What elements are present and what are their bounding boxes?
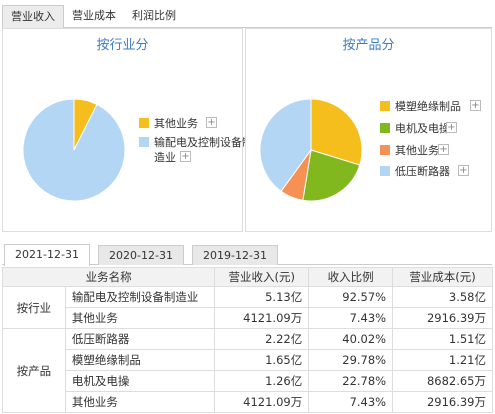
row-revenue: 4121.09万 bbox=[214, 391, 310, 413]
row-name: 电机及电操 bbox=[64, 370, 216, 392]
table-header-row: 业务名称 营业收入(元) 收入比例 营业成本(元) bbox=[1, 267, 493, 287]
row-cost: 8682.65万 bbox=[392, 370, 493, 392]
legend-swatch-other-product bbox=[380, 145, 390, 155]
product-pie-slice-1[interactable] bbox=[302, 149, 361, 202]
row-ratio: 7.43% bbox=[308, 391, 394, 413]
product-pie-chart bbox=[259, 98, 363, 202]
row-ratio: 92.57% bbox=[308, 286, 394, 308]
row-cost: 1.51亿 bbox=[392, 328, 493, 350]
legend-label-power-equipment-line2: 造业 bbox=[154, 151, 176, 164]
legend-swatch-molded bbox=[380, 101, 390, 111]
tab-date-2019[interactable]: 2019-12-31 bbox=[192, 245, 278, 265]
row-name: 输配电及控制设备制造业 bbox=[64, 286, 216, 308]
product-panel: 按产品分 模塑绝缘制品 + 电机及电操 + 其他业务 + 低压断路器 + bbox=[245, 28, 492, 232]
row-cost: 2916.39万 bbox=[392, 391, 493, 413]
legend-label-power-equipment-line1: 输配电及控制设备制 bbox=[154, 136, 253, 149]
top-tab-bar: 营业收入 营业成本 利润比例 bbox=[2, 5, 492, 28]
row-name: 低压断路器 bbox=[64, 328, 216, 350]
legend-add-other-button[interactable]: + bbox=[206, 117, 217, 128]
industry-panel: 按行业分 其他业务 + 输配电及控制设备制 造业 + bbox=[2, 28, 253, 232]
product-pie-slice-3[interactable] bbox=[259, 98, 312, 192]
industry-pie-slice-1[interactable] bbox=[22, 98, 126, 202]
row-name: 模塑绝缘制品 bbox=[64, 349, 216, 371]
tab-cost[interactable]: 营业成本 bbox=[72, 9, 116, 22]
table-row: 按产品 低压断路器 2.22亿 40.02% 1.51亿 bbox=[2, 328, 493, 413]
group-label-product: 按产品 bbox=[2, 328, 66, 413]
row-ratio: 7.43% bbox=[308, 307, 394, 329]
table-row: 电机及电操 1.26亿 22.78% 8682.65万 bbox=[3, 370, 493, 392]
legend-label-other: 其他业务 bbox=[154, 117, 198, 130]
industry-pie-chart bbox=[22, 98, 126, 202]
row-revenue: 5.13亿 bbox=[214, 286, 310, 308]
row-ratio: 40.02% bbox=[308, 328, 394, 350]
row-cost: 3.58亿 bbox=[392, 286, 493, 308]
legend-add-power-equipment-button[interactable]: + bbox=[180, 151, 191, 162]
legend-add-molded-button[interactable]: + bbox=[470, 100, 481, 111]
row-revenue: 1.65亿 bbox=[214, 349, 310, 371]
product-panel-title: 按产品分 bbox=[342, 38, 395, 53]
header-revenue: 营业收入(元) bbox=[214, 267, 310, 287]
row-cost: 2916.39万 bbox=[392, 307, 493, 329]
row-revenue: 4121.09万 bbox=[214, 307, 310, 329]
row-name: 其他业务 bbox=[64, 307, 216, 329]
legend-swatch-other bbox=[139, 118, 149, 128]
legend-swatch-power-equipment bbox=[139, 137, 149, 147]
row-ratio: 29.78% bbox=[308, 349, 394, 371]
legend-label-molded: 模塑绝缘制品 bbox=[395, 100, 461, 113]
product-pie-slice-0[interactable] bbox=[310, 98, 363, 166]
header-business-name: 业务名称 bbox=[1, 267, 216, 287]
tab-date-2021[interactable]: 2021-12-31 bbox=[4, 244, 90, 266]
table-row: 模塑绝缘制品 1.65亿 29.78% 1.21亿 bbox=[3, 349, 493, 371]
row-revenue: 2.22亿 bbox=[214, 328, 310, 350]
row-name: 其他业务 bbox=[64, 391, 216, 413]
industry-panel-title: 按行业分 bbox=[96, 38, 149, 53]
table-row: 其他业务 4121.09万 7.43% 2916.39万 bbox=[3, 307, 493, 329]
date-tab-bar: 2021-12-31 2020-12-31 2019-12-31 bbox=[2, 242, 492, 266]
legend-label-other-product: 其他业务 bbox=[395, 144, 439, 157]
legend-label-breaker: 低压断路器 bbox=[395, 165, 450, 178]
revenue-table: 业务名称 营业收入(元) 收入比例 营业成本(元) 按行业 输配电及控制设备制造… bbox=[1, 267, 493, 413]
row-cost: 1.21亿 bbox=[392, 349, 493, 371]
table-row: 按行业 输配电及控制设备制造业 5.13亿 92.57% 3.58亿 bbox=[2, 286, 493, 329]
legend-add-other-product-button[interactable]: + bbox=[438, 144, 449, 155]
legend-swatch-breaker bbox=[380, 166, 390, 176]
table-row: 其他业务 4121.09万 7.43% 2916.39万 bbox=[3, 391, 493, 413]
tab-revenue[interactable]: 营业收入 bbox=[2, 5, 64, 28]
header-ratio: 收入比例 bbox=[308, 267, 394, 287]
row-revenue: 1.26亿 bbox=[214, 370, 310, 392]
tab-profit-ratio[interactable]: 利润比例 bbox=[132, 9, 176, 22]
row-ratio: 22.78% bbox=[308, 370, 394, 392]
legend-swatch-motor bbox=[380, 123, 390, 133]
tab-date-2020[interactable]: 2020-12-31 bbox=[98, 245, 184, 265]
header-cost: 营业成本(元) bbox=[392, 267, 493, 287]
legend-add-breaker-button[interactable]: + bbox=[458, 165, 469, 176]
group-label-industry: 按行业 bbox=[2, 286, 66, 329]
legend-add-motor-button[interactable]: + bbox=[446, 122, 457, 133]
legend-label-motor: 电机及电操 bbox=[395, 122, 450, 135]
